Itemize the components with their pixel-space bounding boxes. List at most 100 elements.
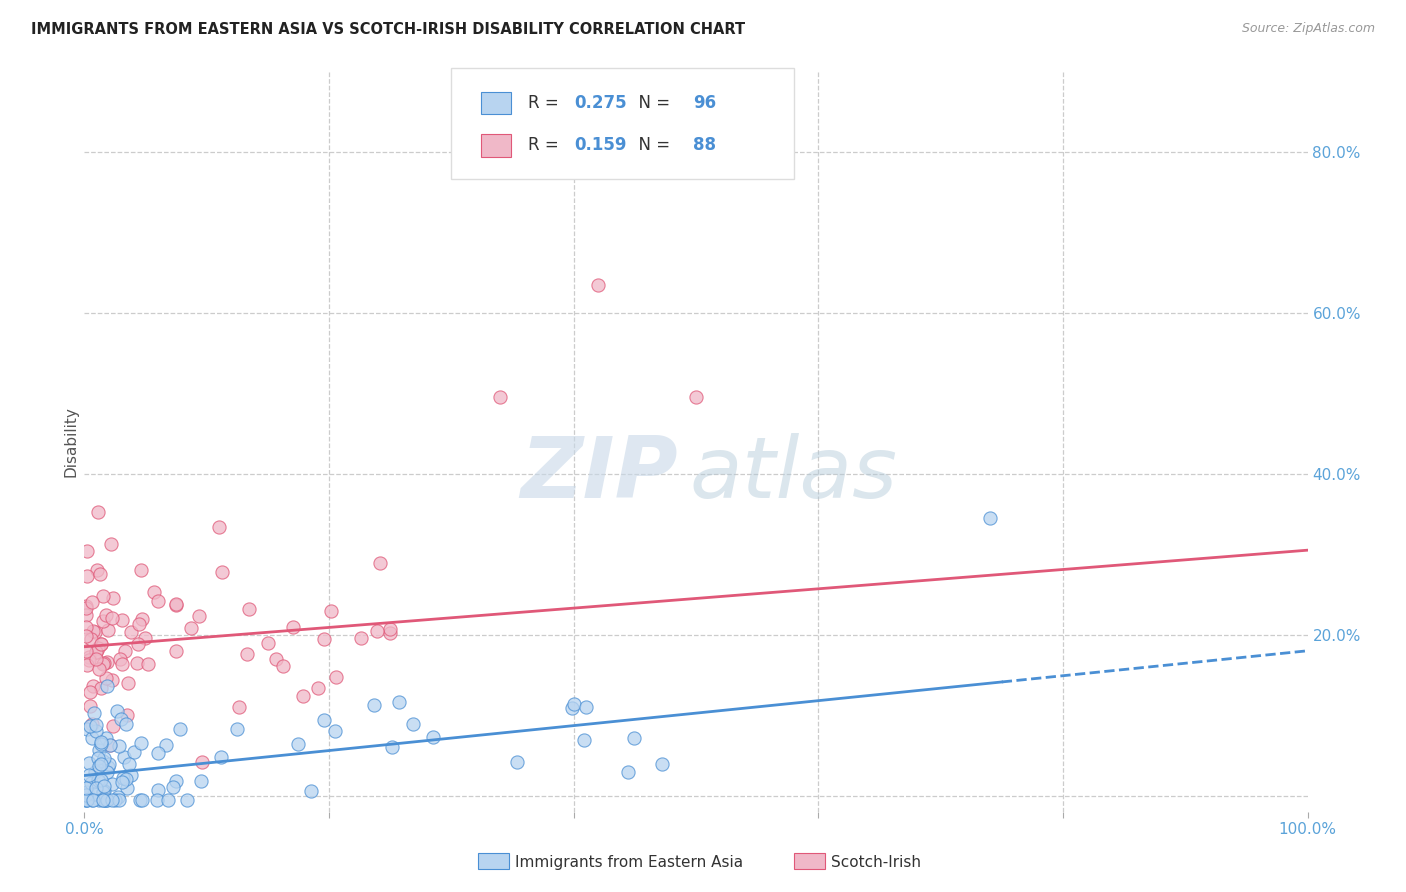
Point: [87, 505, 110, 519]
Point: [90, 681, 112, 695]
Point: [129, 736, 152, 750]
Point: [87, 751, 110, 765]
Point: [80, 731, 103, 745]
Point: [188, 608, 211, 623]
Point: [146, 594, 169, 608]
Text: ZIP: ZIP: [520, 434, 678, 516]
Point: [75, 599, 97, 614]
Point: [82, 792, 104, 806]
Point: [91, 755, 114, 769]
Point: [117, 676, 139, 690]
Point: [257, 636, 280, 650]
Point: [80, 717, 103, 731]
Point: [228, 700, 250, 714]
Point: [104, 792, 127, 806]
Point: [84, 781, 107, 796]
Point: [422, 730, 444, 744]
Point: [83, 787, 105, 801]
Point: [84, 723, 107, 738]
Point: [129, 792, 152, 806]
Point: [118, 756, 141, 771]
Point: [87, 759, 110, 773]
Point: [114, 643, 136, 657]
Text: 88: 88: [693, 136, 716, 154]
Point: [136, 657, 159, 671]
Point: [122, 745, 145, 759]
Point: [77, 650, 100, 665]
Point: [111, 775, 134, 789]
Point: [82, 624, 104, 638]
Text: N =: N =: [628, 136, 675, 154]
Point: [685, 390, 707, 404]
Point: [162, 780, 184, 794]
Point: [378, 626, 401, 640]
Point: [76, 569, 98, 583]
Point: [97, 624, 120, 638]
Point: [80, 776, 103, 790]
Point: [77, 768, 100, 782]
Point: [90, 737, 112, 751]
Point: [98, 738, 121, 752]
Point: [211, 565, 233, 579]
Point: [156, 792, 179, 806]
Point: [180, 621, 202, 635]
Point: [165, 644, 187, 658]
Point: [506, 755, 529, 769]
Point: [93, 792, 115, 806]
Text: 0.275: 0.275: [574, 95, 627, 112]
Point: [96, 765, 118, 780]
Point: [94, 792, 117, 806]
Point: [77, 756, 100, 770]
Point: [292, 690, 315, 704]
Point: [75, 788, 97, 802]
Point: [75, 601, 97, 615]
Point: [93, 657, 115, 671]
Point: [75, 608, 97, 623]
Point: [131, 792, 153, 806]
Point: [86, 563, 108, 577]
Point: [165, 774, 187, 789]
Point: [91, 614, 114, 628]
Point: [575, 699, 598, 714]
Text: 0.159: 0.159: [574, 136, 627, 154]
Point: [93, 657, 115, 671]
Point: [114, 772, 136, 786]
Point: [312, 632, 335, 647]
Point: [76, 544, 98, 558]
Point: [111, 613, 134, 627]
Point: [165, 597, 187, 611]
Point: [96, 679, 118, 693]
Point: [87, 662, 110, 676]
Point: [76, 792, 98, 806]
Text: Source: ZipAtlas.com: Source: ZipAtlas.com: [1241, 22, 1375, 36]
Point: [75, 781, 97, 796]
Point: [86, 640, 108, 655]
Point: [314, 713, 336, 727]
Point: [370, 556, 392, 570]
Point: [94, 792, 117, 806]
Point: [128, 616, 150, 631]
Point: [97, 757, 120, 772]
Point: [90, 757, 112, 772]
Point: [110, 712, 132, 726]
Point: [169, 723, 191, 737]
Point: [75, 644, 97, 658]
Point: [101, 792, 124, 806]
Point: [96, 655, 118, 669]
Point: [105, 704, 128, 718]
Point: [79, 699, 101, 714]
FancyBboxPatch shape: [451, 68, 794, 178]
Point: [82, 595, 104, 609]
Point: [87, 792, 110, 806]
Point: [586, 277, 609, 292]
Point: [112, 750, 135, 764]
Point: [90, 637, 112, 651]
Point: [321, 604, 343, 618]
Point: [76, 657, 98, 672]
Text: R =: R =: [527, 95, 564, 112]
Point: [86, 772, 108, 787]
Point: [93, 751, 115, 765]
Point: [79, 718, 101, 732]
Point: [307, 681, 329, 695]
Point: [225, 723, 247, 737]
